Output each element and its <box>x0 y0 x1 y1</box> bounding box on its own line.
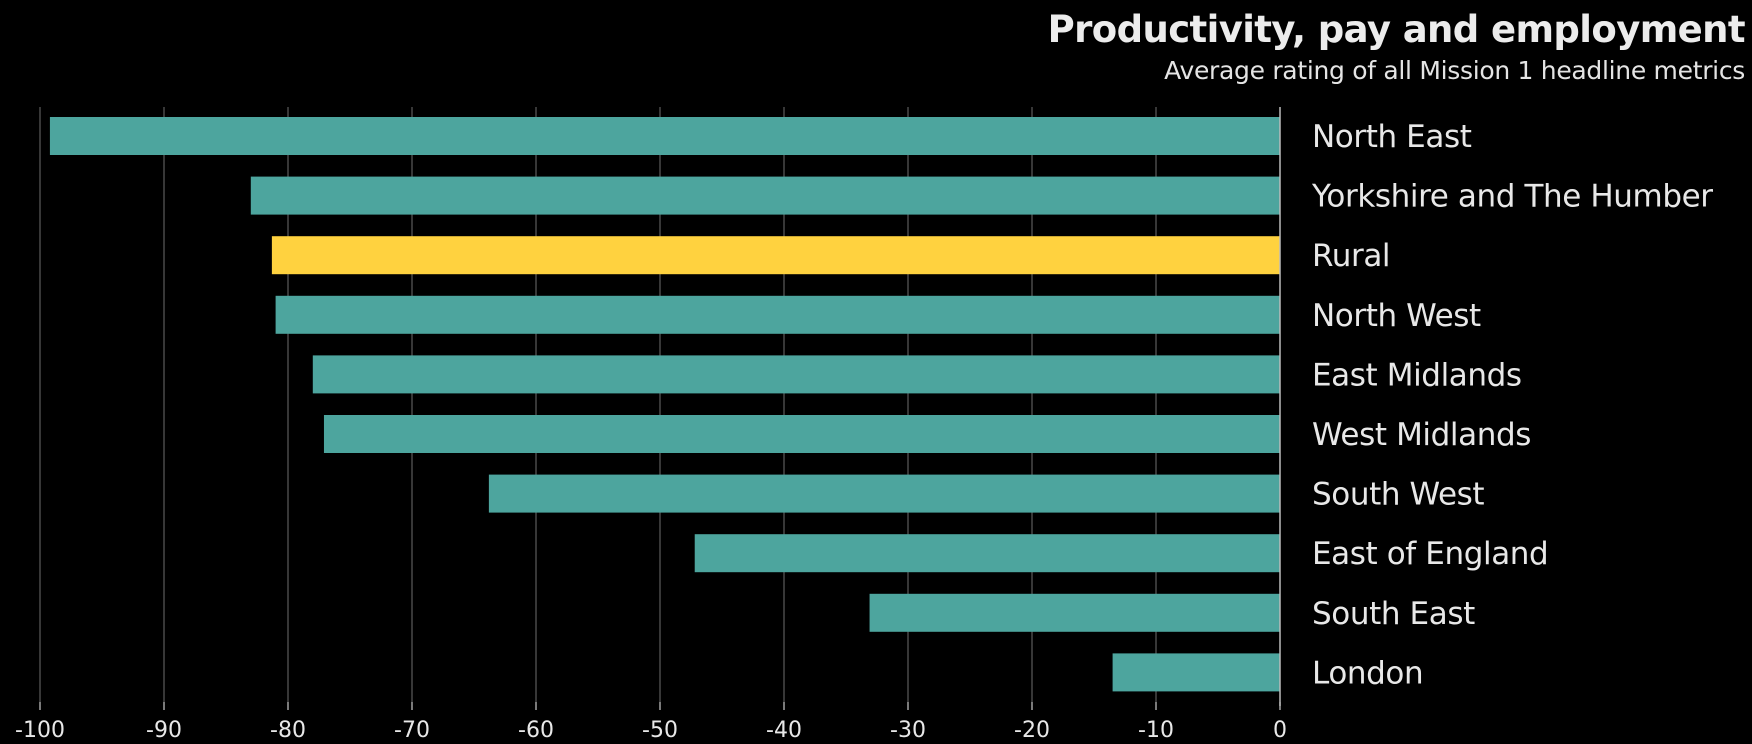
category-label: Yorkshire and The Humber <box>1311 179 1713 215</box>
bar <box>49 117 1280 155</box>
chart-subtitle: Average rating of all Mission 1 headline… <box>1164 56 1745 85</box>
chart-title: Productivity, pay and employment <box>1047 8 1746 51</box>
category-label: London <box>1312 655 1423 691</box>
category-label: East Midlands <box>1312 357 1522 393</box>
tick-label: -20 <box>1014 718 1050 743</box>
tick-label: -90 <box>146 718 182 743</box>
tick-label: -70 <box>394 718 430 743</box>
bar <box>488 474 1280 513</box>
bar <box>275 295 1281 334</box>
tick-label: -10 <box>1138 718 1174 743</box>
category-label: Rural <box>1312 238 1390 274</box>
tick-label: -50 <box>642 718 678 743</box>
bar-highlight <box>271 236 1280 275</box>
category-label: East of England <box>1312 536 1548 572</box>
tick-label: -40 <box>766 718 802 743</box>
category-label: North West <box>1312 298 1481 334</box>
tick-label: -100 <box>15 718 65 743</box>
category-label: North East <box>1312 119 1472 155</box>
tick-label: -60 <box>518 718 554 743</box>
bar <box>694 534 1280 573</box>
bar <box>312 355 1280 394</box>
bar <box>323 415 1281 453</box>
category-label: West Midlands <box>1312 417 1531 453</box>
category-label: South West <box>1312 477 1484 513</box>
bar <box>1112 653 1280 692</box>
tick-label: -30 <box>890 718 926 743</box>
tick-label: 0 <box>1273 718 1287 743</box>
bar <box>250 176 1280 215</box>
tick-label: -80 <box>270 718 306 743</box>
bar <box>869 593 1280 632</box>
category-label: South East <box>1312 596 1475 632</box>
